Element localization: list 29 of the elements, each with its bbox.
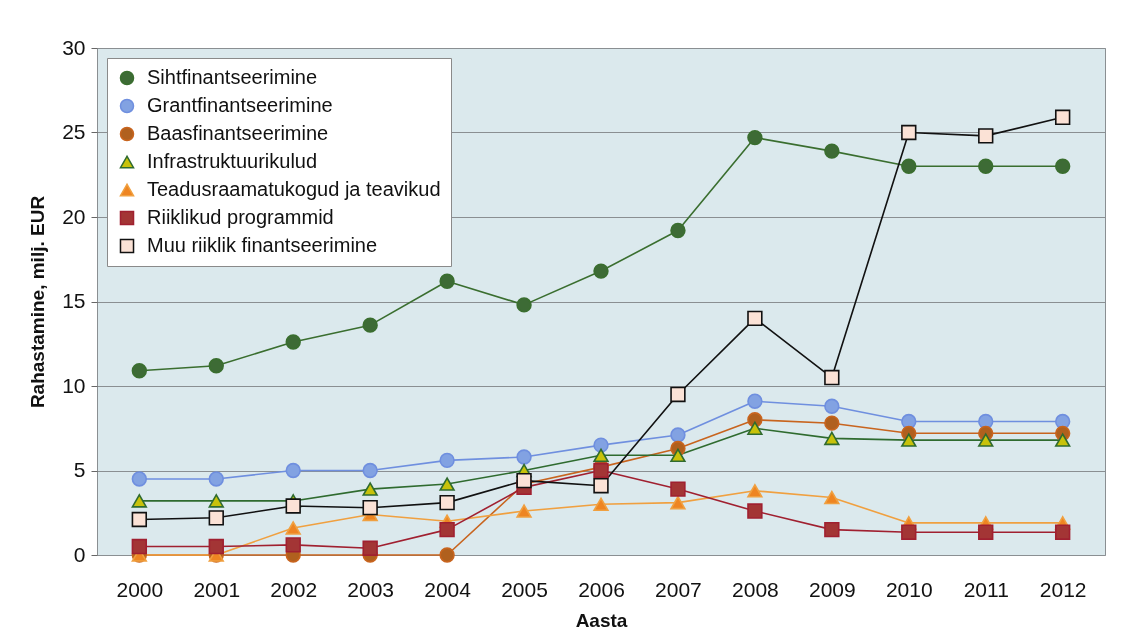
legend-label: Sihtfinantseerimine <box>147 66 318 88</box>
y-tick-label: 20 <box>62 204 86 228</box>
x-tick-label: 2008 <box>732 577 779 601</box>
legend-label: Teadusraamatukogud ja teavikud <box>147 178 441 200</box>
y-tick-label: 5 <box>73 458 86 481</box>
x-tick-label: 2004 <box>424 577 472 601</box>
y-tick-label: 30 <box>62 35 86 59</box>
legend-label: Baasfinantseerimine <box>147 122 329 144</box>
x-tick-label: 2009 <box>808 577 856 601</box>
x-tick-label: 2002 <box>270 577 318 601</box>
x-tick-label: 2000 <box>116 577 164 601</box>
x-tick-label: 2007 <box>655 577 702 601</box>
y-tick-label: 25 <box>62 120 86 143</box>
x-tick-label: 2012 <box>1039 577 1087 601</box>
legend-label: Grantfinantseerimine <box>147 94 333 116</box>
y-tick-label: 0 <box>73 542 86 566</box>
y-axis-title: Rahastamine, milj. EUR <box>27 195 49 409</box>
legend-label: Infrastruktuurikulud <box>147 150 318 172</box>
x-tick-label: 2003 <box>347 577 395 601</box>
y-tick-label: 15 <box>62 289 86 312</box>
x-tick-label: 2010 <box>885 577 933 601</box>
legend-label: Riiklikud programmid <box>147 206 334 228</box>
x-tick-label: 2006 <box>578 577 625 601</box>
x-tick-label: 2001 <box>193 577 241 601</box>
x-tick-label: 2011 <box>963 577 1009 601</box>
x-tick-label: 2005 <box>501 577 548 601</box>
legend-label: Muu riiklik finantseerimine <box>147 234 378 256</box>
y-tick-label: 10 <box>62 373 86 397</box>
x-axis-title: Aasta <box>575 609 628 631</box>
